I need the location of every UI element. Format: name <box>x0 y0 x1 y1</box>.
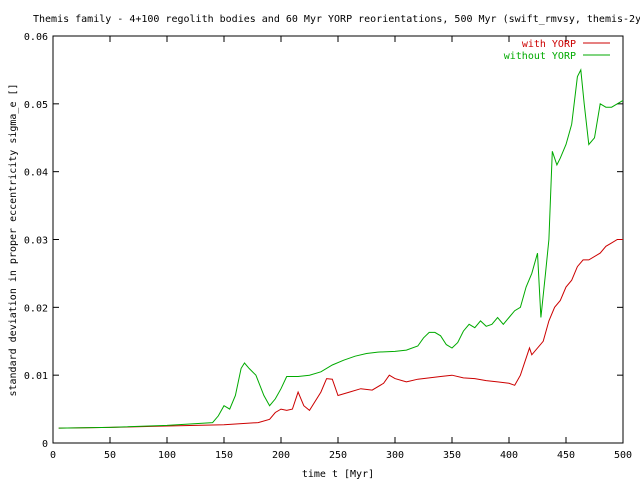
legend-label: with YORP <box>522 39 576 50</box>
x-tick-label: 250 <box>329 450 347 461</box>
y-tick-label: 0.01 <box>24 371 48 382</box>
x-tick-label: 0 <box>50 450 56 461</box>
chart-title: Themis family - 4+100 regolith bodies an… <box>33 14 640 25</box>
x-tick-label: 150 <box>215 450 233 461</box>
x-axis-label: time t [Myr] <box>302 469 374 480</box>
y-tick-label: 0.04 <box>24 168 48 179</box>
legend-label: without YORP <box>504 51 576 62</box>
y-axis-label: standard deviation in proper eccentricit… <box>8 83 19 396</box>
series-line-without-yorp <box>58 68 624 429</box>
x-tick-label: 200 <box>272 450 290 461</box>
y-tick-label: 0 <box>42 439 48 450</box>
plot-frame <box>52 35 624 444</box>
x-tick-label: 350 <box>443 450 461 461</box>
y-tick-label: 0.02 <box>24 303 48 314</box>
series-line-with-yorp <box>58 239 623 429</box>
series <box>58 68 624 429</box>
y-tick-label: 0.03 <box>24 236 48 247</box>
x-tick-label: 100 <box>158 450 176 461</box>
y-tick-label: 0.05 <box>24 100 48 111</box>
x-tick-label: 400 <box>500 450 518 461</box>
y-tick-label: 0.06 <box>24 32 48 43</box>
axes: 0 50 100 150 200 250 300 350 400 450 500 0 0.01 0.02 0… <box>24 32 632 461</box>
x-tick-label: 50 <box>104 450 116 461</box>
x-tick-label: 300 <box>386 450 404 461</box>
x-tick-label: 500 <box>614 450 632 461</box>
x-tick-label: 450 <box>557 450 575 461</box>
